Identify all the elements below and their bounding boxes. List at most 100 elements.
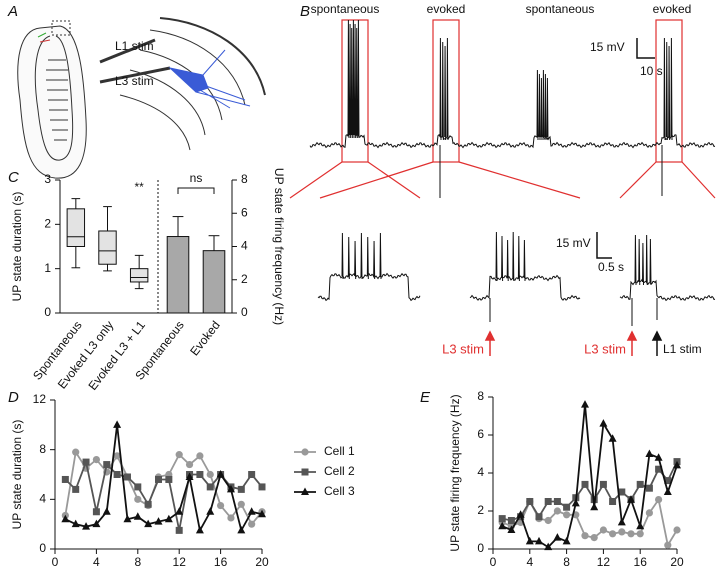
scale-label: 15 mV: [556, 236, 591, 250]
x-tick-label: Evoked: [187, 318, 223, 358]
marker: [237, 525, 246, 534]
scale-label: 10 s: [640, 64, 663, 78]
y-tick-label: 4: [241, 239, 248, 253]
legend-label: Cell 3: [324, 484, 355, 498]
marker: [144, 519, 153, 528]
series-line: [501, 404, 678, 549]
marker: [175, 507, 184, 515]
marker: [206, 507, 215, 515]
marker: [581, 532, 589, 540]
marker: [663, 487, 672, 495]
scale-bars: [596, 38, 655, 259]
marker: [134, 483, 142, 491]
bar: [202, 250, 226, 314]
marker: [61, 514, 70, 523]
spikes: [631, 234, 658, 326]
marker: [627, 495, 635, 503]
marker: [581, 480, 589, 488]
y-axis-label: UP state duration (s): [10, 192, 24, 302]
marker: [133, 512, 142, 520]
marker: [525, 536, 534, 545]
box: [129, 268, 149, 283]
spikes: [347, 19, 673, 198]
x-tick-label: 16: [214, 555, 228, 569]
marker: [553, 507, 562, 515]
marker: [655, 465, 663, 473]
annotation: ns: [190, 171, 203, 185]
marker: [103, 461, 111, 469]
box: [98, 230, 117, 265]
marker: [544, 498, 552, 505]
y-axis-label: UP state firing frequency (Hz): [272, 168, 286, 325]
x-tick-label: 12: [173, 555, 187, 569]
marker: [237, 500, 245, 508]
marker: [248, 471, 256, 478]
marker: [498, 521, 507, 530]
marker: [571, 498, 580, 507]
marker: [144, 500, 152, 508]
y-tick-label: 2: [241, 272, 248, 286]
marker: [72, 448, 80, 456]
marker: [627, 530, 635, 538]
y-tick-label: 8: [241, 172, 248, 186]
legend-label: Cell 1: [324, 444, 355, 458]
panel-label: D: [8, 389, 19, 406]
marker: [164, 514, 173, 523]
series-line: [64, 424, 263, 533]
marker: [72, 485, 80, 493]
marker: [301, 448, 309, 456]
legend-label: Cell 2: [324, 464, 355, 478]
marker: [92, 456, 100, 464]
marker: [123, 473, 131, 481]
marker: [498, 515, 506, 523]
marker: [563, 503, 571, 511]
marker: [535, 513, 543, 521]
marker: [590, 534, 598, 542]
marker: [247, 507, 256, 515]
panel-label: A: [7, 3, 18, 20]
y-axis-label: UP state duration (s): [10, 420, 24, 530]
scale-label: 15 mV: [590, 40, 625, 54]
y-tick-label: 3: [44, 172, 51, 186]
x-tick-label: 4: [93, 555, 100, 569]
marker: [82, 458, 90, 466]
marker: [237, 485, 245, 493]
marker: [608, 434, 617, 442]
y-tick-label: 8: [477, 389, 484, 403]
marker: [113, 420, 122, 428]
marker: [154, 517, 163, 525]
spikes: [489, 231, 526, 322]
marker: [507, 517, 515, 524]
x-tick-label: 0: [52, 555, 59, 569]
marker: [123, 514, 132, 523]
marker: [617, 517, 626, 526]
marker: [636, 480, 644, 488]
marker: [185, 460, 194, 469]
marker: [258, 483, 266, 491]
y-tick-label: 0: [39, 541, 46, 555]
marker: [599, 419, 608, 427]
x-tick-label: 8: [563, 555, 570, 569]
x-tick-label: 20: [255, 555, 269, 569]
marker: [196, 471, 204, 478]
panel-label: C: [8, 169, 19, 186]
x-tick-label: 8: [134, 555, 141, 569]
marker: [655, 496, 663, 504]
marker: [654, 453, 663, 461]
marker: [301, 468, 309, 476]
marker: [206, 483, 214, 491]
y-tick-label: 4: [477, 465, 484, 479]
marker: [226, 484, 235, 493]
y-tick-label: 0: [44, 305, 51, 319]
scale-label: 0.5 s: [598, 260, 624, 274]
stim-label: L3 stim: [584, 341, 626, 356]
marker: [155, 475, 162, 483]
marker: [673, 526, 681, 534]
y-tick-label: 4: [39, 492, 46, 506]
stim-arrows: [484, 330, 663, 356]
marker: [645, 509, 654, 517]
marker: [645, 449, 654, 457]
panel-label: B: [300, 3, 310, 20]
marker: [71, 519, 80, 528]
marker: [217, 501, 225, 510]
